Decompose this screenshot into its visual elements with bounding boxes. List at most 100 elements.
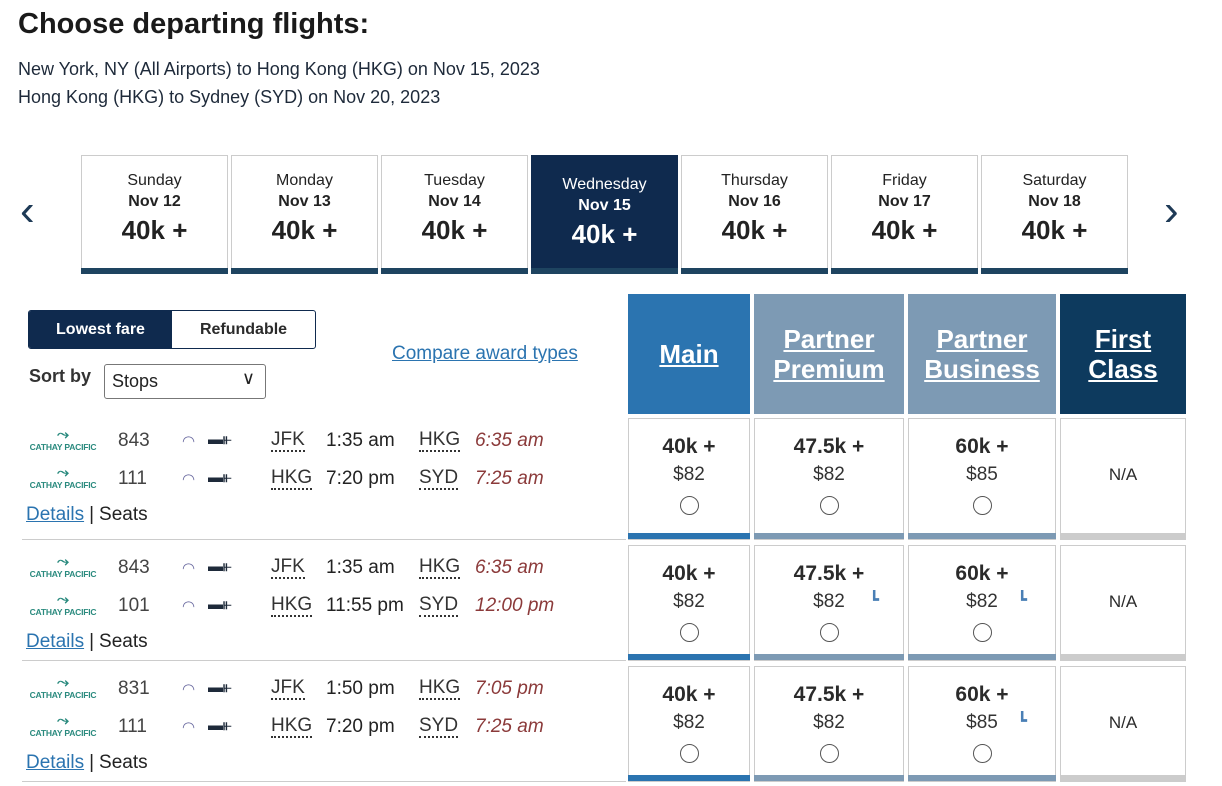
fare-radio[interactable] (679, 496, 699, 515)
power-plug-icon: ▬⫦ (208, 469, 232, 486)
departure-time: 1:50 pm (326, 678, 395, 699)
arrival-time: 7:25 am (475, 468, 544, 489)
power-plug-icon: ▬⫦ (208, 717, 232, 734)
wifi-icon: ◠ (182, 560, 196, 577)
fare-cash: $82 (813, 591, 845, 612)
day-weekday: Thursday (721, 172, 788, 189)
origin-airport[interactable]: JFK (271, 677, 305, 700)
column-header-partner-premium[interactable]: Partner Premium (754, 294, 904, 414)
fare-cell-partner-business[interactable]: 60k + $85 (908, 418, 1056, 540)
origin-airport[interactable]: HKG (271, 467, 313, 490)
date-tab-nov-13[interactable]: Monday Nov 13 40k + (231, 155, 378, 274)
fare-bar (754, 533, 904, 539)
fare-cash: $82 (673, 464, 705, 485)
departure-time: 7:20 pm (326, 716, 395, 737)
fare-cash: $82 (966, 591, 998, 612)
fare-radio[interactable] (972, 623, 992, 642)
day-date: Nov 13 (278, 193, 331, 210)
column-header-partner-business[interactable]: Partner Business (908, 294, 1056, 414)
origin-airport[interactable]: HKG (271, 715, 313, 738)
day-weekday: Monday (276, 172, 333, 189)
chevron-left-icon[interactable]: ‹ (20, 186, 35, 235)
fare-cash: $82 (673, 712, 705, 733)
seats-link[interactable]: Seats (99, 504, 148, 525)
compare-award-types-link[interactable]: Compare award types (392, 343, 578, 364)
origin-airport[interactable]: JFK (271, 429, 305, 452)
details-link[interactable]: Details (26, 631, 85, 652)
fare-radio[interactable] (679, 744, 699, 763)
departure-time: 11:55 pm (326, 595, 404, 616)
details-link[interactable]: Details (26, 504, 85, 525)
fare-cell-main[interactable]: 40k + $82 (628, 545, 750, 661)
destination-airport[interactable]: HKG (419, 556, 461, 579)
column-header-first-class[interactable]: First Class (1060, 294, 1186, 414)
date-tab-nov-16[interactable]: Thursday Nov 16 40k + (681, 155, 828, 274)
fare-cell-partner-business[interactable]: 60k + $85 ┗ (908, 666, 1056, 782)
day-date: Nov 14 (428, 193, 481, 210)
date-tab-nov-14[interactable]: Tuesday Nov 14 40k + (381, 155, 528, 274)
sort-label: Sort by (29, 366, 92, 386)
fare-cell-partner-premium[interactable]: 47.5k + $82 (754, 418, 904, 540)
fare-radio[interactable] (972, 496, 992, 515)
cathay-pacific-logo: ⤳ CATHAY PACIFIC (24, 712, 102, 738)
seats-link[interactable]: Seats (99, 631, 148, 652)
airline-bird-icon: ⤳ (56, 712, 69, 729)
separator: | (89, 504, 95, 525)
day-date: Nov 12 (128, 193, 181, 210)
day-date: Nov 17 (878, 193, 931, 210)
date-tab-nov-17[interactable]: Friday Nov 17 40k + (831, 155, 978, 274)
destination-airport[interactable]: HKG (419, 429, 461, 452)
fare-cell-partner-premium[interactable]: 47.5k + $82 ┗ (754, 545, 904, 661)
fare-radio[interactable] (819, 744, 839, 763)
not-available: N/A (1108, 713, 1138, 732)
refundable-button[interactable]: Refundable (199, 320, 288, 338)
fare-bar (1060, 654, 1186, 660)
segment-2: Hong Kong (HKG) to Sydney (SYD) on Nov 2… (18, 87, 441, 107)
fare-radio[interactable] (679, 623, 699, 642)
date-tab-nov-12[interactable]: Sunday Nov 12 40k + (81, 155, 228, 274)
row-divider (22, 781, 626, 782)
page-title: Choose departing flights: (18, 8, 370, 40)
day-date: Nov 15 (578, 197, 631, 214)
seats-link[interactable]: Seats (99, 752, 148, 773)
flight-number: 111 (118, 716, 147, 737)
destination-airport[interactable]: SYD (419, 715, 459, 738)
flight-number: 111 (118, 468, 147, 489)
fare-cell-main[interactable]: 40k + $82 (628, 666, 750, 782)
wifi-icon: ◠ (182, 598, 196, 615)
arrival-time: 12:00 pm (475, 595, 555, 616)
details-link[interactable]: Details (26, 752, 85, 773)
date-tab-nov-15[interactable]: Wednesday Nov 15 40k + (531, 155, 678, 274)
fare-radio[interactable] (819, 496, 839, 515)
airline-name: CATHAY PACIFIC (29, 607, 97, 617)
destination-airport[interactable]: SYD (419, 594, 459, 617)
destination-airport[interactable]: HKG (419, 677, 461, 700)
fare-cell-partner-premium[interactable]: 47.5k + $82 (754, 666, 904, 782)
day-weekday: Tuesday (424, 172, 485, 189)
separator: | (89, 631, 95, 652)
destination-airport[interactable]: SYD (419, 467, 459, 490)
fare-cell-main[interactable]: 40k + $82 (628, 418, 750, 540)
day-weekday: Sunday (127, 172, 182, 189)
fare-cell-partner-business[interactable]: 60k + $82 ┗ (908, 545, 1056, 661)
seat-icon: ┗ (1017, 713, 1027, 730)
day-price: 40k + (571, 219, 638, 249)
origin-airport[interactable]: HKG (271, 594, 313, 617)
cathay-pacific-logo: ⤳ CATHAY PACIFIC (24, 427, 102, 452)
segment-1: New York, NY (All Airports) to Hong Kong… (18, 59, 540, 79)
departure-time: 1:35 am (326, 557, 395, 578)
chevron-right-icon[interactable]: › (1164, 186, 1179, 235)
not-available: N/A (1108, 592, 1138, 611)
departure-time: 7:20 pm (326, 468, 395, 489)
sort-select[interactable]: Stops ∨ (104, 364, 266, 399)
cathay-pacific-logo: ⤳ CATHAY PACIFIC (24, 592, 102, 617)
fare-radio[interactable] (972, 744, 992, 763)
origin-airport[interactable]: JFK (271, 556, 305, 579)
column-header-main[interactable]: Main (628, 294, 750, 414)
date-tab-nov-18[interactable]: Saturday Nov 18 40k + (981, 155, 1128, 274)
lowest-fare-button[interactable]: Lowest fare (29, 311, 172, 348)
row-divider (22, 539, 626, 540)
day-date: Nov 16 (728, 193, 781, 210)
fare-radio[interactable] (819, 623, 839, 642)
arrival-time: 7:25 am (475, 716, 544, 737)
